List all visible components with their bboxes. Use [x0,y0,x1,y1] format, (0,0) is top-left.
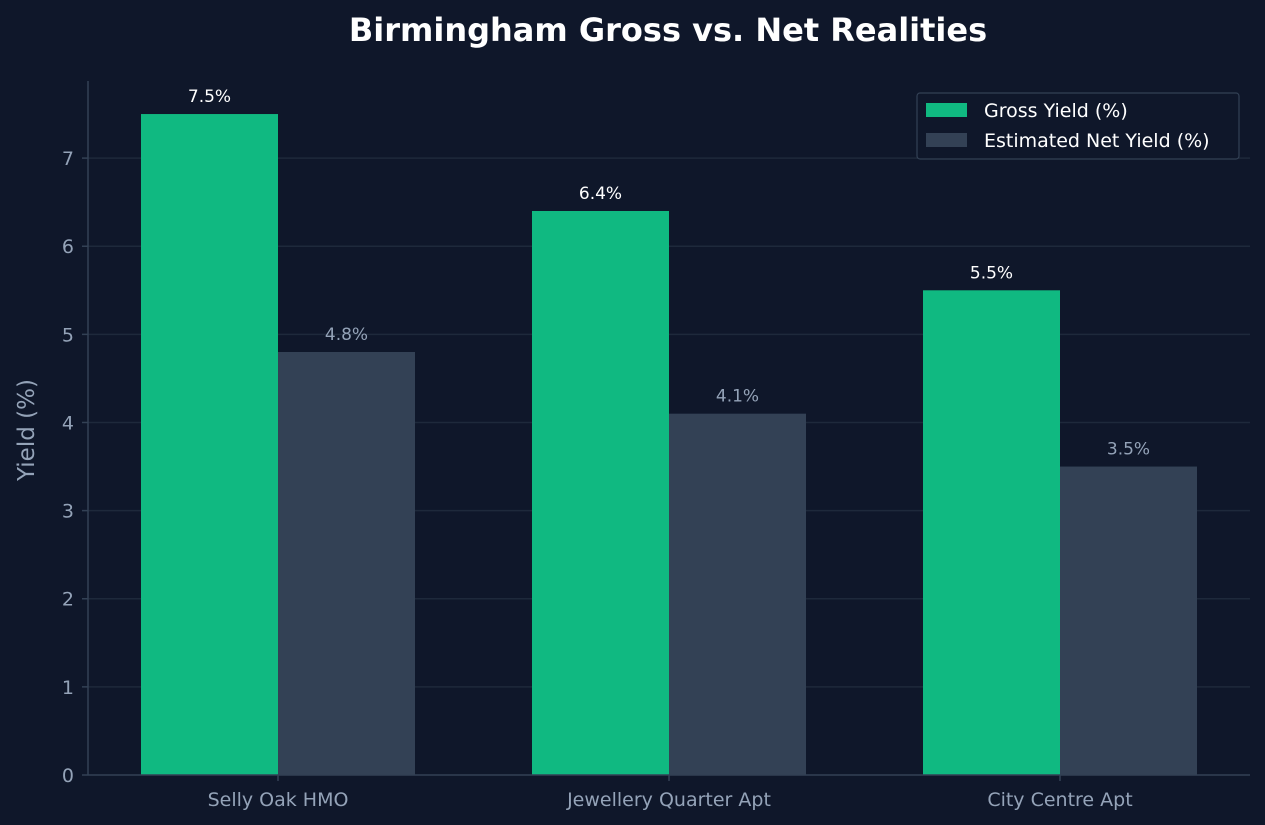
y-tick-label-1: 1 [62,677,74,699]
legend-swatch-gross [926,103,967,117]
bar-net-0 [278,351,415,775]
x-axis-ticks: Selly Oak HMO Jewellery Quarter Apt City C… [208,775,1133,811]
bar-gross-1 [532,210,669,775]
x-tick-label-0: Selly Oak HMO [208,789,349,811]
legend-swatch-net [926,133,967,147]
legend-label-net: Estimated Net Yield (%) [984,130,1210,152]
x-tick-label-2: City Centre Apt [987,789,1132,811]
y-axis-label: Yield (%) [14,379,40,482]
chart-title: Birmingham Gross vs. Net Realities [349,11,987,49]
data-label-gross-1: 6.4% [579,184,622,204]
legend: Gross Yield (%) Estimated Net Yield (%) [916,92,1240,160]
data-label-net-2: 3.5% [1107,440,1150,460]
y-tick-label-5: 5 [62,324,74,346]
bar-gross-2 [923,290,1060,775]
y-tick-label-7: 7 [62,148,74,170]
data-label-net-0: 4.8% [325,325,368,345]
x-tick-label-1: Jewellery Quarter Apt [566,789,771,811]
y-axis-ticks: 0 1 2 3 4 5 6 7 [62,148,88,787]
bar-net-1 [669,413,806,775]
legend-label-gross: Gross Yield (%) [984,100,1128,122]
bars [141,114,1197,776]
data-labels: 7.5% 4.8% 6.4% 4.1% 5.5% 3.5% [188,87,1150,460]
data-label-gross-2: 5.5% [970,263,1013,283]
bar-net-2 [1060,466,1197,775]
y-tick-label-0: 0 [62,765,74,787]
y-tick-label-2: 2 [62,589,74,611]
y-tick-label-3: 3 [62,501,74,523]
y-tick-label-4: 4 [62,412,74,434]
bar-gross-0 [141,114,278,776]
legend-frame [916,92,1240,160]
data-label-net-1: 4.1% [716,387,759,407]
y-tick-label-6: 6 [62,236,74,258]
data-label-gross-0: 7.5% [188,87,231,107]
